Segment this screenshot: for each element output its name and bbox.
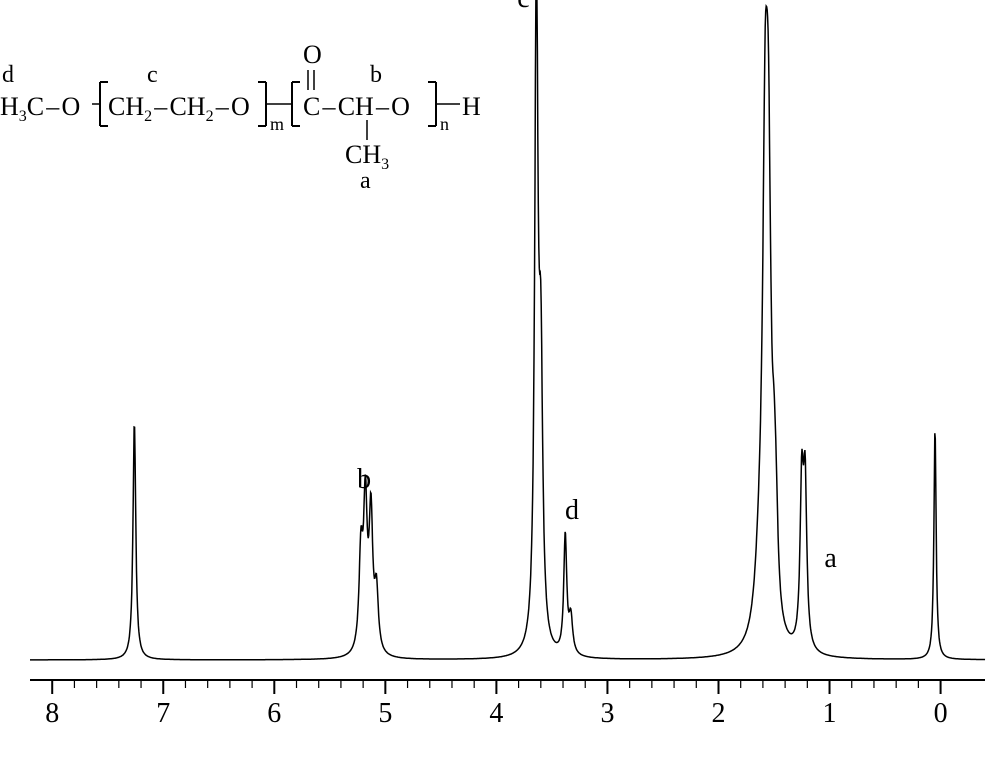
peak-label-c: c (517, 0, 529, 15)
xaxis-tick-label: 3 (600, 698, 614, 730)
nmr-figure: d c b O H3C – O CH2 – CH2 – O C – CH – O… (0, 0, 1000, 767)
xaxis-tick-label: 2 (711, 698, 725, 730)
xaxis-tick-label: 8 (45, 698, 59, 730)
nmr-spectrum (0, 0, 1000, 767)
xaxis-tick-label: 6 (267, 698, 281, 730)
peak-label-a: a (824, 543, 836, 575)
xaxis-tick-label: 1 (823, 698, 837, 730)
peak-label-d: d (565, 495, 579, 527)
xaxis-tick-label: 5 (378, 698, 392, 730)
xaxis-tick-label: 7 (156, 698, 170, 730)
peak-label-b: b (357, 464, 371, 496)
xaxis-tick-label: 0 (934, 698, 948, 730)
xaxis-tick-label: 4 (489, 698, 503, 730)
